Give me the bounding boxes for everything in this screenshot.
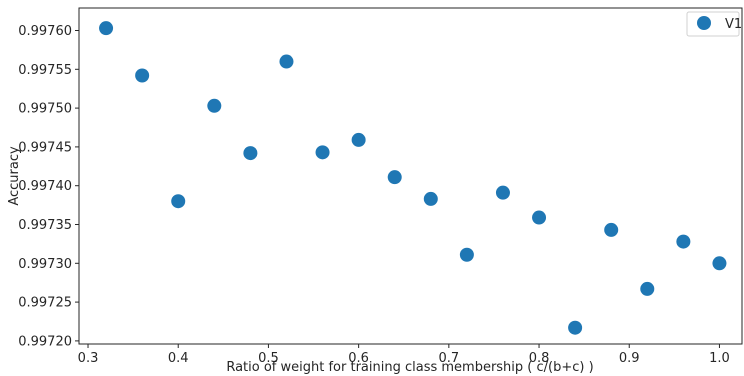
legend-marker-v1 <box>697 16 711 30</box>
y-tick-label: 0.99725 <box>18 296 72 311</box>
data-point <box>315 145 330 160</box>
y-tick-label: 0.99755 <box>18 63 72 78</box>
y-tick-label: 0.99760 <box>18 24 72 39</box>
y-tick-label: 0.99740 <box>18 179 72 194</box>
data-point <box>207 98 222 113</box>
data-point <box>568 320 583 335</box>
y-tick-label: 0.99735 <box>18 218 72 233</box>
x-tick-label: 0.8 <box>529 351 550 366</box>
legend-label-v1: V1 <box>725 17 742 32</box>
data-point <box>676 234 691 249</box>
x-tick-label: 0.7 <box>438 351 459 366</box>
y-tick-label: 0.99750 <box>18 102 72 117</box>
data-point <box>171 194 186 209</box>
y-axis: 0.99720 0.99725 0.99730 0.99735 0.99740 0.997… <box>18 24 79 349</box>
x-tick-label: 0.5 <box>258 351 279 366</box>
data-point <box>279 54 294 69</box>
data-point <box>99 21 114 36</box>
data-point <box>135 68 150 83</box>
x-tick-label: 0.6 <box>348 351 369 366</box>
data-point <box>532 210 547 225</box>
x-tick-label: 0.9 <box>619 351 640 366</box>
data-point <box>387 170 402 185</box>
y-tick-label: 0.99730 <box>18 257 72 272</box>
legend: V1 <box>686 11 742 37</box>
plot-area <box>78 7 743 345</box>
data-points <box>99 21 727 335</box>
data-point <box>604 222 619 237</box>
data-point <box>712 256 727 271</box>
y-tick-label: 0.99745 <box>18 140 72 155</box>
data-point <box>495 185 510 200</box>
data-point <box>351 132 366 147</box>
data-point <box>640 281 655 296</box>
data-point <box>423 191 438 206</box>
x-axis-label: Ratio of weight for training class membe… <box>226 360 593 375</box>
y-axis-label: Accuracy <box>7 146 22 206</box>
plot-frame <box>78 7 743 345</box>
data-point <box>459 247 474 262</box>
y-tick-label: 0.99720 <box>18 334 72 349</box>
x-tick-label: 1.0 <box>709 351 730 366</box>
data-point <box>243 146 258 161</box>
x-tick-label: 0.3 <box>78 351 99 366</box>
x-axis: 0.3 0.4 0.5 0.6 0.7 0.8 0.9 1.0 <box>78 344 730 366</box>
x-tick-label: 0.4 <box>168 351 189 366</box>
